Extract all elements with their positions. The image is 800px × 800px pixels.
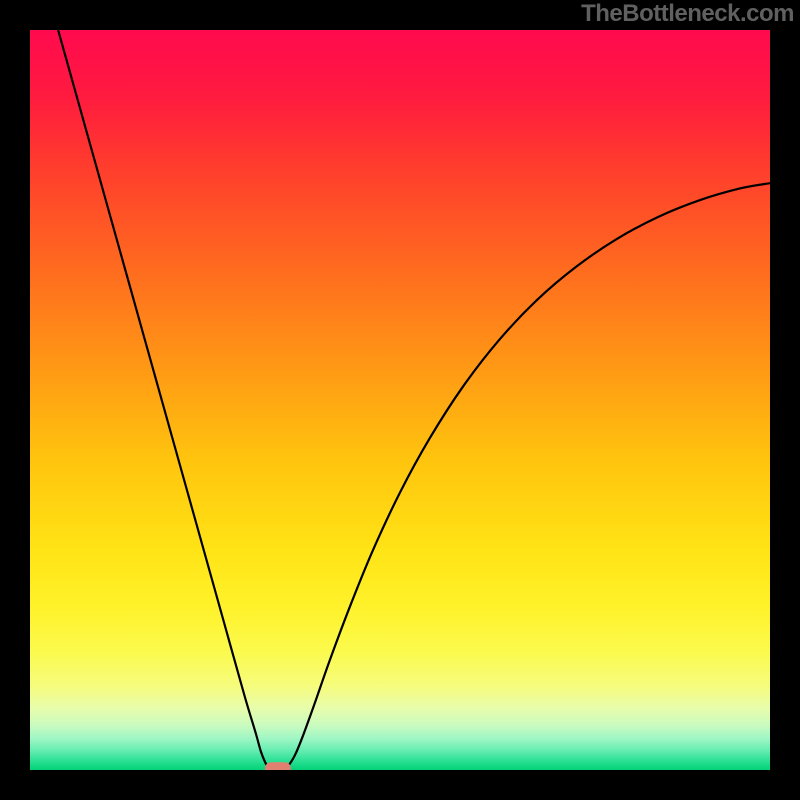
- trough-marker: [265, 762, 291, 770]
- chart-svg: [30, 30, 770, 770]
- gradient-background: [30, 30, 770, 770]
- plot-area: [30, 30, 770, 770]
- chart-frame: TheBottleneck.com: [0, 0, 800, 800]
- watermark-text: TheBottleneck.com: [581, 0, 794, 28]
